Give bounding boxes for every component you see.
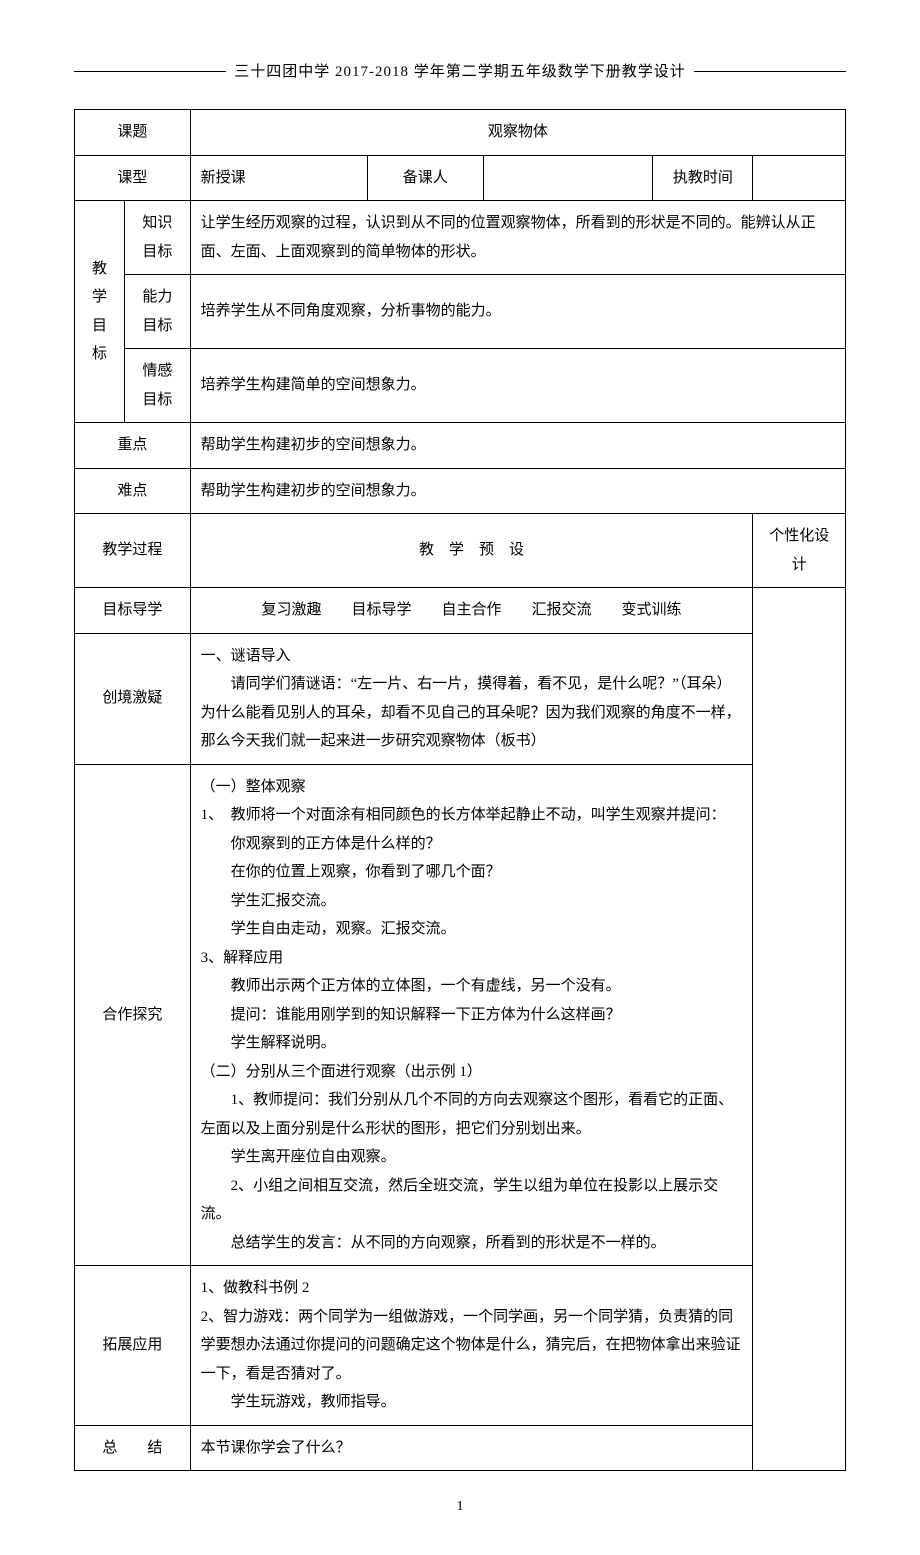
label-difficulty: 难点 <box>75 468 191 514</box>
label-objectives: 教 学 目 标 <box>75 201 125 423</box>
label-prep: 备课人 <box>367 155 483 201</box>
label-ability: 能力 目标 <box>125 275 191 349</box>
label-teachtime: 执教时间 <box>653 155 753 201</box>
label-coop: 合作探究 <box>75 764 191 1266</box>
value-type: 新授课 <box>190 155 367 201</box>
label-emotion: 情感 目标 <box>125 349 191 423</box>
value-guide: 复习激趣 目标导学 自主合作 汇报交流 变式训练 <box>190 588 753 634</box>
header-text: 三十四团中学 2017-2018 学年第二学期五年级数学下册教学设计 <box>226 64 694 80</box>
value-coop: （一）整体观察 1、 教师将一个对面涂有相同颜色的长方体举起静止不动，叫学生观察… <box>190 764 753 1266</box>
lesson-plan-table: 课题 观察物体 课型 新授课 备课人 执教时间 教 学 目 标 知识 目标 让学… <box>74 109 846 1471</box>
label-preset: 教 学 预 设 <box>190 514 753 588</box>
value-difficulty: 帮助学生构建初步的空间想象力。 <box>190 468 845 514</box>
value-ability: 培养学生从不同角度观察，分析事物的能力。 <box>190 275 845 349</box>
value-summary: 本节课你学会了什么？ <box>190 1425 753 1471</box>
label-extend: 拓展应用 <box>75 1266 191 1426</box>
value-keypoint: 帮助学生构建初步的空间想象力。 <box>190 423 845 469</box>
label-knowledge: 知识 目标 <box>125 201 191 275</box>
label-title: 课题 <box>75 110 191 156</box>
label-process: 教学过程 <box>75 514 191 588</box>
value-emotion: 培养学生构建简单的空间想象力。 <box>190 349 845 423</box>
value-prep <box>483 155 653 201</box>
label-summary: 总 结 <box>75 1425 191 1471</box>
value-teachtime <box>753 155 846 201</box>
value-extend: 1、做教科书例 2 2、智力游戏：两个同学为一组做游戏，一个同学画，另一个同学猜… <box>190 1266 753 1426</box>
label-type: 课型 <box>75 155 191 201</box>
value-knowledge: 让学生经历观察的过程，认识到从不同的位置观察物体，所看到的形状是不同的。能辨认从… <box>190 201 845 275</box>
page-number: 1 <box>74 1499 846 1515</box>
label-situational: 创境激疑 <box>75 633 191 764</box>
value-situational: 一、谜语导入 请同学们猜谜语：“左一片、右一片，摸得着，看不见，是什么呢？”（耳… <box>190 633 753 764</box>
label-personal: 个性化设计 <box>753 514 846 588</box>
value-title: 观察物体 <box>190 110 845 156</box>
label-guide: 目标导学 <box>75 588 191 634</box>
page-header: 三十四团中学 2017-2018 学年第二学期五年级数学下册教学设计 <box>74 60 846 81</box>
label-keypoint: 重点 <box>75 423 191 469</box>
personal-design-cell <box>753 588 846 1471</box>
